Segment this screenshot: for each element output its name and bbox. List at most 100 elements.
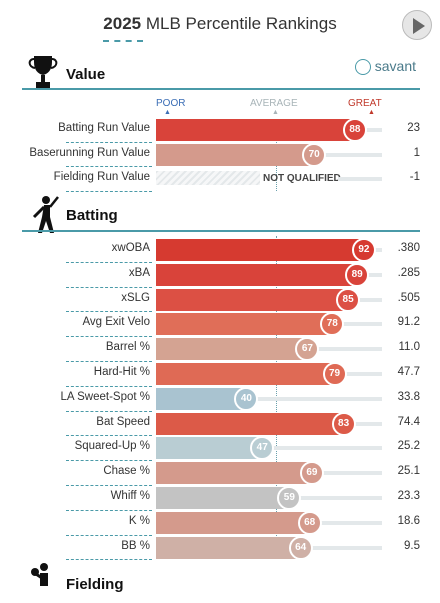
metric-value: 9.5	[404, 539, 420, 552]
trophy-icon	[28, 54, 58, 95]
percentile-bubble[interactable]: 64	[288, 535, 313, 560]
metric-label: Avg Exit Velo	[82, 316, 150, 329]
row-divider	[66, 311, 152, 313]
percentile-bar	[156, 462, 312, 485]
percentile-bar	[156, 313, 333, 336]
metric-label: Barrel %	[105, 341, 150, 354]
fielding-section-title: Fielding	[66, 576, 124, 593]
percentile-bubble[interactable]: 70	[302, 142, 327, 167]
value-section-divider	[22, 88, 420, 90]
percentile-bubble[interactable]: 59	[277, 486, 302, 510]
metric-label: xSLG	[121, 291, 150, 304]
batting-section-title: Batting	[66, 207, 118, 224]
percentile-bar	[156, 338, 308, 361]
percentile-bar	[156, 363, 335, 385]
row-divider	[66, 190, 152, 192]
percentile-bubble[interactable]: 47	[250, 436, 275, 461]
percentile-bar	[156, 119, 355, 141]
percentile-bubble[interactable]: 68	[297, 510, 322, 535]
metric-label: Baserunning Run Value	[29, 146, 150, 159]
percentile-bubble[interactable]: 67	[295, 337, 320, 362]
percentile-bar	[156, 387, 247, 410]
value-section-title: Value	[66, 66, 106, 83]
header: 2025 MLB Percentile Rankings	[0, 14, 440, 42]
percentile-bubble[interactable]: 89	[345, 262, 370, 287]
metric-value: -1	[409, 171, 420, 183]
percentile-bubble[interactable]: 83	[331, 411, 356, 436]
percentile-bar	[156, 239, 364, 261]
metric-value: 1	[413, 146, 420, 159]
row-divider	[66, 435, 152, 437]
title-year: 2025	[103, 14, 142, 33]
row-divider	[66, 509, 152, 511]
percentile-bar	[156, 487, 290, 509]
percentile-bubble[interactable]: 92	[351, 238, 376, 262]
title-text: MLB Percentile Rankings	[145, 14, 337, 33]
row-divider	[66, 485, 152, 486]
metric-label: BB %	[121, 539, 150, 552]
metric-value: 23.3	[397, 490, 420, 502]
play-button[interactable]	[402, 10, 432, 40]
fielding-section-header: Fielding	[22, 562, 420, 598]
row-divider	[66, 534, 152, 536]
percentile-bar	[156, 412, 344, 435]
scale-poor-label: POOR ▲	[156, 98, 186, 116]
metric-label: Whiff %	[110, 490, 150, 502]
metric-value: 18.6	[397, 514, 420, 527]
not-qualified-hatch	[156, 171, 260, 185]
percentile-bubble[interactable]: 69	[299, 461, 324, 486]
percentile-bubble[interactable]: 40	[234, 386, 259, 411]
row-divider	[66, 261, 152, 263]
metric-label: Fielding Run Value	[53, 171, 150, 183]
metric-label: Chase %	[103, 465, 150, 478]
metric-label: Batting Run Value	[58, 122, 150, 134]
metric-value: 25.2	[397, 440, 420, 453]
metric-label: xwOBA	[111, 242, 150, 254]
row-divider	[66, 460, 152, 462]
metric-label: LA Sweet-Spot %	[60, 390, 151, 403]
percentile-bar	[156, 536, 301, 559]
savant-logo[interactable]: savant	[354, 58, 416, 75]
metric-value: 91.2	[397, 316, 420, 329]
batter-icon	[28, 195, 60, 240]
metric-value: .380	[397, 242, 420, 254]
not-qualified-label: NOT QUALIFIED	[263, 173, 341, 184]
row-divider	[66, 559, 152, 561]
metric-value: .285	[397, 266, 420, 279]
percentile-bar	[156, 143, 315, 166]
scale-great-label: GREAT ▲	[348, 98, 382, 116]
metric-value: 47.7	[397, 366, 420, 378]
metric-label: xBA	[128, 266, 150, 279]
savant-brand-text: savant	[374, 58, 416, 74]
play-icon	[413, 18, 425, 34]
metric-label: Hard-Hit %	[93, 366, 150, 378]
metric-value: 33.8	[397, 390, 420, 403]
row-divider	[66, 361, 152, 362]
row-divider	[66, 410, 152, 412]
row-divider	[66, 385, 152, 387]
metric-value: 23	[407, 122, 420, 134]
percentile-bubble[interactable]: 88	[342, 118, 367, 142]
percentile-bar	[156, 263, 358, 286]
row-divider	[66, 286, 152, 288]
metric-label: K %	[128, 514, 150, 527]
baseball-icon	[354, 59, 371, 75]
percentile-bubble[interactable]: 79	[322, 362, 347, 386]
batting-section-header: Batting	[22, 195, 420, 233]
metric-value: 25.1	[397, 465, 420, 478]
metric-label: Bat Speed	[96, 415, 150, 428]
percentile-bar	[156, 437, 263, 460]
metric-value: 74.4	[397, 415, 420, 428]
percentile-bar	[156, 288, 349, 311]
metric-value: .505	[397, 291, 420, 304]
percentile-bubble[interactable]: 85	[336, 287, 361, 312]
fielder-icon	[28, 562, 56, 603]
value-section-header: Value savant	[22, 54, 420, 90]
row-divider	[66, 166, 152, 167]
scale-average-label: AVERAGE ▲	[250, 98, 298, 116]
percentile-bubble[interactable]: 78	[320, 312, 345, 337]
percentile-bar	[156, 511, 310, 534]
metric-value: 11.0	[398, 341, 420, 354]
page-title: 2025 MLB Percentile Rankings	[103, 14, 337, 42]
percentile-track	[156, 396, 382, 401]
